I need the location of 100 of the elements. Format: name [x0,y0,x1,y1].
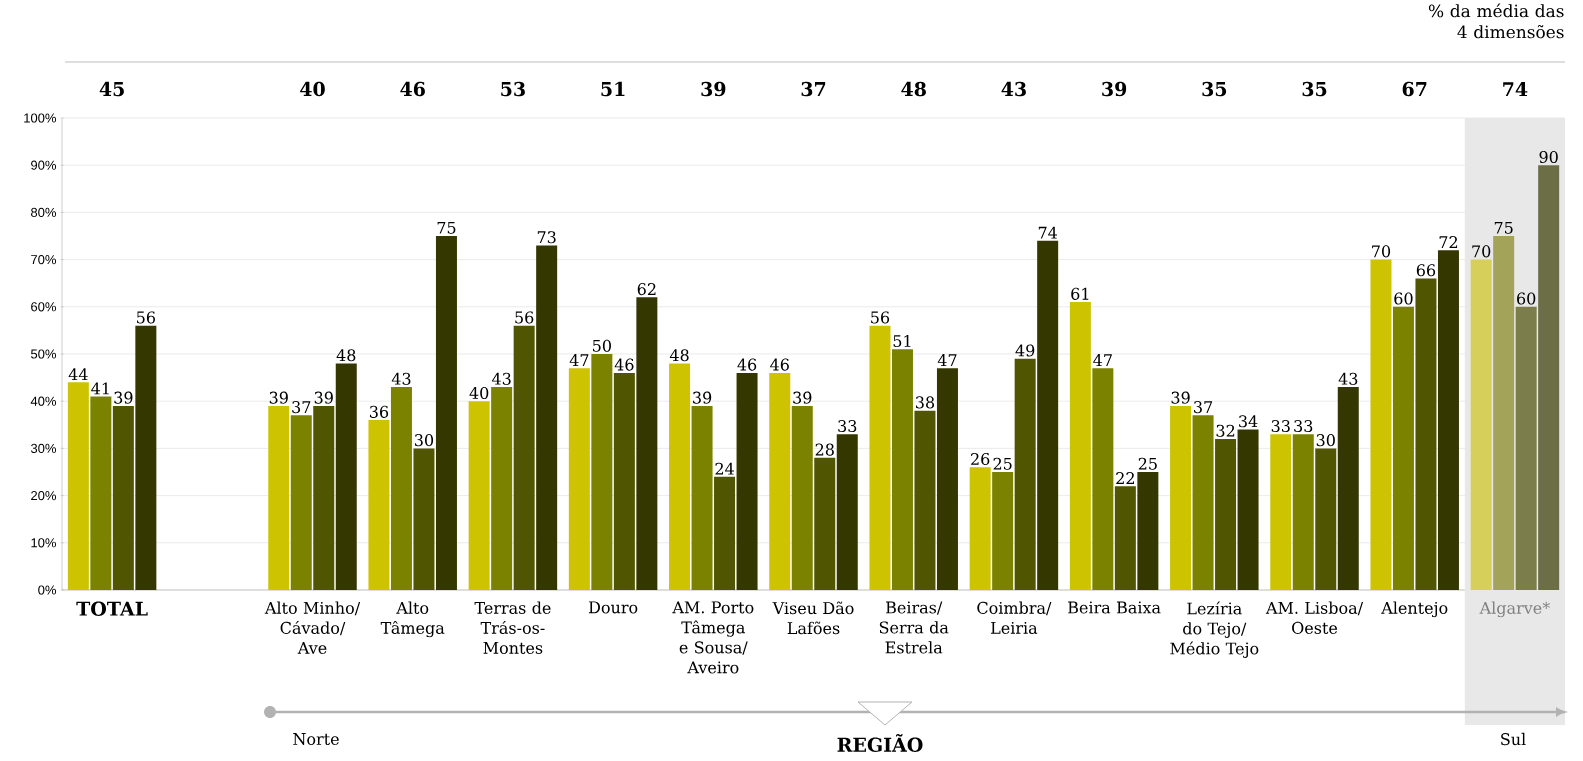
bar [112,405,134,590]
x-tick-label: Beira Baixa [1068,601,1161,614]
bar [969,467,991,590]
data-label: 73 [537,231,556,244]
bar [613,372,635,590]
bar [936,368,958,590]
text: 39 [701,81,726,97]
x-tick-label: Algarve* [1479,601,1550,618]
chart-title: % da média das 4 dimensões [1428,3,1564,39]
bar [1415,278,1437,590]
bar [1037,240,1059,590]
bar [1215,438,1237,590]
bar [67,382,89,590]
x-axis-title: REGIÃO [837,734,923,752]
data-label: 41 [91,382,109,395]
data-label: 75 [1494,221,1513,234]
y-tick-label: 50% [30,349,57,359]
y-tick-label: 0% [38,585,57,595]
bar [591,354,613,590]
x-tick-label: Alto Minho/ Cávado/ Ave [264,601,361,654]
bar [891,349,913,590]
bar [769,372,791,590]
y-tick-label: 100% [24,113,57,123]
bar [268,405,290,590]
data-label: 49 [1015,344,1035,357]
bar [914,410,936,590]
data-label: 33 [1294,419,1313,433]
bar [1170,405,1192,590]
data-label: 51 [893,334,911,348]
data-label: 75 [437,221,456,234]
bar [1493,236,1515,590]
data-label: 39 [314,391,333,404]
data-label: 32 [1216,424,1235,437]
bar [1092,368,1114,590]
data-label: 43 [391,372,411,385]
bar [1337,387,1359,590]
data-label: 70 [1472,245,1491,258]
bar [736,372,758,590]
data-label: 33 [838,419,857,433]
bar [1470,259,1492,590]
text: Norte [293,733,339,745]
bar [568,368,590,590]
bar [992,472,1014,590]
data-label: 43 [491,372,511,385]
bar [1069,302,1091,590]
bar [335,363,357,590]
y-tick-label: 60% [31,302,57,312]
bar [1370,259,1392,590]
x-tick-label: Lezíria do Tejo/ Médio Tejo [1170,601,1259,658]
bar [1114,486,1136,590]
bar [1192,415,1214,590]
data-label: 47 [1093,354,1112,366]
bar [435,236,457,590]
data-label: 30 [1316,434,1335,447]
data-label: 56 [137,311,156,324]
text: 37 [801,81,826,97]
data-label: 37 [292,401,311,414]
text: 35 [1302,81,1327,97]
y-tick-label: 10% [31,538,57,548]
data-label: 56 [515,311,534,324]
data-label: 48 [669,349,689,362]
data-label: 43 [1338,372,1358,385]
bar [814,457,836,590]
text: 74 [1503,81,1528,97]
bar [313,405,335,590]
text: 48 [901,81,926,97]
text: 40 [300,81,325,97]
bar [90,396,112,590]
bar [390,387,412,590]
text: 43 [1001,81,1026,97]
bar [1237,429,1259,590]
bar [869,325,891,590]
bar [290,415,312,590]
x-tick-label: Coimbra/ Leiria [977,601,1052,634]
bar [1437,250,1459,590]
bar [691,405,713,590]
y-tick-label: 20% [31,491,57,501]
bar [1137,472,1159,590]
x-tick-label: Terras de Trás-os-Montes [474,601,551,654]
bar [468,401,490,590]
data-label: 50 [593,339,611,352]
y-tick-label: 70% [31,254,57,265]
x-tick-label: Viseu Dão Lafões [772,601,854,635]
data-label: 46 [614,358,634,371]
text: 67 [1402,81,1427,97]
bar [836,434,858,590]
data-label: 56 [871,311,890,324]
data-label: 28 [815,443,834,456]
data-label: 46 [737,358,757,371]
x-tick-label: TOTAL [76,601,148,616]
data-label: 61 [1071,287,1089,300]
data-label: 62 [637,283,656,296]
data-label: 47 [569,354,589,366]
data-label: 39 [269,391,288,404]
text: 35 [1202,81,1227,97]
x-tick-label: Alto Tâmega [380,601,445,638]
data-label: 90 [1539,150,1558,163]
x-tick-label: AM. Porto Tâmega e Sousa/ Aveiro [672,601,754,674]
x-tick-label: Douro [588,601,638,614]
bar [1392,306,1414,590]
